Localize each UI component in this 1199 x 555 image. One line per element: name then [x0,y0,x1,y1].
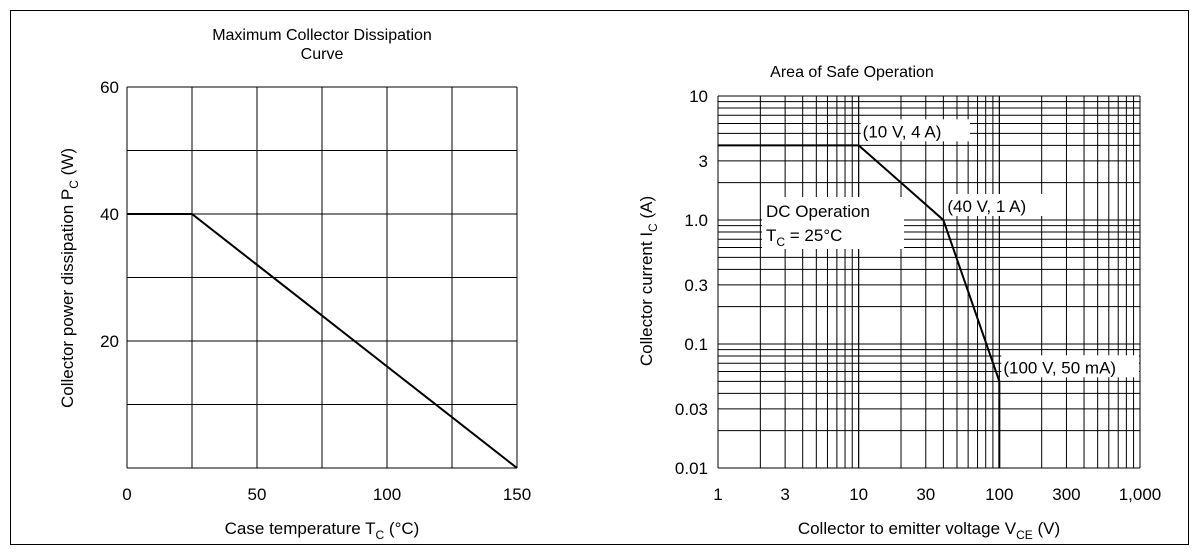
grid [717,95,1141,469]
tick-labels: 1 3 10 30 100 300 1,000 0.01 0.03 0.1 0.3 1.0 3 10 [675,87,1161,504]
annotation-label: (40 V, 1 A) [947,197,1026,216]
x-tick-label: 50 [248,485,267,504]
y-tick-label: 3 [699,152,708,171]
x-tick-label: 10 [849,485,868,504]
dissipation-chart: Maximum Collector Dissipation Curve 0 50 1… [58,27,531,542]
x-axis-label: Case temperature TC (°C) [225,519,420,542]
annotation-backdrop [860,119,971,142]
x-tick-label: 100 [373,485,401,504]
condition-label-backdrop [762,197,904,249]
annotations: (10 V, 4 A) (40 V, 1 A) (100 V, 50 mA) [860,119,1139,378]
x-tick-label: 0 [122,485,131,504]
y-tick-label: 0.03 [675,400,708,419]
grid [126,86,518,469]
annotation-backdrop [1001,355,1139,378]
y-tick-label: 1.0 [684,211,708,230]
x-tick-label: 150 [503,485,531,504]
chart-title: Area of Safe Operation [770,64,934,81]
y-axis-label: Collector power dissipation PC (W) [58,148,81,408]
x-axis-label: Collector to emitter voltage VCE (V) [798,519,1060,542]
safe-operation-chart: Area of Safe Operation 1 3 10 30 100 300 1,000… [637,64,1161,542]
y-tick-label: 10 [689,87,708,106]
y-tick-label: 20 [100,332,119,351]
y-tick-label: 0.01 [675,459,708,478]
x-tick-label: 1,000 [1119,485,1162,504]
annotation-label: (100 V, 50 mA) [1003,358,1116,377]
x-tick-label: 30 [916,485,935,504]
x-tick-label: 3 [780,485,789,504]
condition-line-2: TC = 25°C [766,226,842,249]
annotation-backdrop [945,194,1055,216]
x-tick-label: 100 [985,485,1013,504]
condition-line-1: DC Operation [766,202,870,221]
x-tick-label: 1 [713,485,722,504]
y-tick-label: 0.3 [684,276,708,295]
series-line [127,213,518,469]
chart-title-line-1: Maximum Collector Dissipation [212,27,432,44]
y-axis-label: Collector current IC (A) [637,196,660,366]
y-tick-label: 0.1 [684,335,708,354]
x-tick-label: 300 [1052,485,1080,504]
annotation-label: (10 V, 4 A) [863,122,942,141]
tick-labels: 0 50 100 150 20 40 60 [100,78,531,504]
y-tick-label: 40 [100,205,119,224]
chart-title-line-2: Curve [301,46,344,63]
y-tick-label: 60 [100,78,119,97]
series-line [718,144,1001,468]
